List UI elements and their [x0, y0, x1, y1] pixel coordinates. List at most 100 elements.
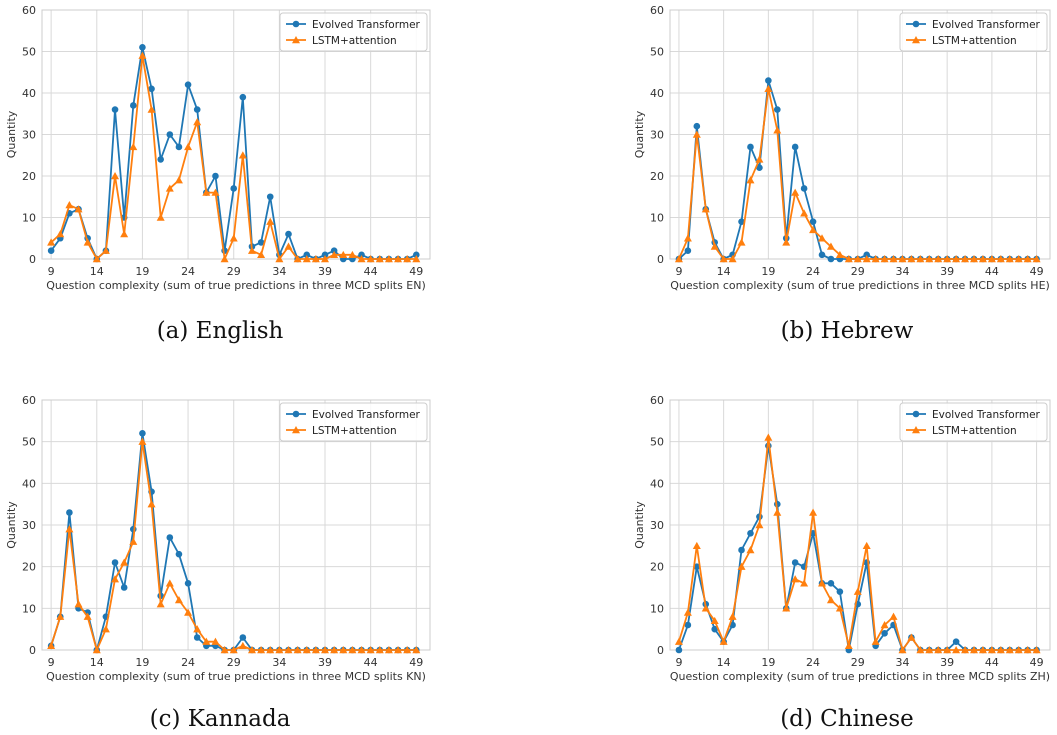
y-tick-label: 20 [22, 561, 36, 574]
data-point [120, 584, 128, 591]
y-tick-label: 0 [29, 644, 36, 657]
data-point [701, 205, 710, 213]
data-point [366, 255, 375, 263]
x-tick-label: 19 [761, 265, 775, 278]
x-tick-label: 44 [364, 265, 378, 278]
data-point [321, 646, 330, 654]
legend: Evolved Transformer LSTM+attention [899, 402, 1048, 442]
y-tick-label: 50 [22, 436, 36, 449]
x-tick-label: 14 [90, 656, 104, 669]
legend-label: LSTM+attention [932, 35, 1017, 47]
data-point [193, 634, 201, 641]
x-tick-label: 19 [761, 656, 775, 669]
legend-box [899, 12, 1048, 52]
data-point [853, 587, 862, 595]
data-point [952, 646, 961, 654]
data-point [952, 255, 961, 263]
data-point [961, 646, 970, 654]
data-point [257, 646, 266, 654]
legend-label: LSTM+attention [312, 35, 397, 47]
data-point [56, 230, 65, 238]
y-tick-label: 40 [22, 477, 36, 490]
data-point [746, 176, 755, 184]
data-point [193, 625, 202, 633]
x-tick-label: 44 [985, 656, 999, 669]
legend: Evolved Transformer LSTM+attention [279, 402, 428, 442]
data-point [101, 246, 110, 254]
data-point [1023, 646, 1032, 654]
data-point [898, 646, 907, 654]
x-tick-label: 24 [181, 265, 195, 278]
x-axis-label: Question complexity (sum of true predict… [670, 670, 1050, 683]
data-point [266, 193, 274, 201]
data-point [74, 600, 83, 608]
data-point [836, 588, 844, 595]
data-point [773, 508, 782, 516]
data-point [755, 155, 764, 163]
data-point [871, 637, 880, 645]
x-tick-label: 9 [48, 656, 55, 669]
legend-label: LSTM+attention [312, 425, 397, 437]
x-tick-label: 34 [895, 265, 909, 278]
data-point [773, 126, 782, 134]
data-point [889, 612, 898, 620]
data-point [738, 218, 745, 225]
data-point [266, 217, 275, 225]
data-point [728, 255, 737, 263]
data-point [202, 637, 211, 645]
x-tick-label: 49 [1030, 265, 1044, 278]
data-point [47, 238, 56, 246]
legend: Evolved Transformer LSTM+attention [279, 12, 428, 52]
data-point [357, 646, 366, 654]
data-point [138, 51, 147, 59]
data-point [675, 646, 683, 654]
data-point [835, 250, 844, 259]
data-point [175, 143, 183, 151]
data-point [384, 255, 393, 263]
data-point [701, 604, 710, 612]
data-point [101, 625, 110, 633]
plot-frame [669, 399, 1051, 651]
data-point [674, 255, 683, 263]
data-point [284, 242, 293, 250]
data-point [853, 255, 862, 263]
data-point [394, 646, 403, 654]
y-tick-label: 50 [650, 46, 664, 59]
data-point [916, 646, 925, 654]
data-point [174, 176, 183, 184]
data-point [683, 234, 692, 242]
data-point [65, 201, 74, 209]
data-point [147, 105, 156, 113]
x-axis-label: Question complexity (sum of true predict… [46, 279, 426, 292]
data-point [674, 637, 683, 645]
data-point [684, 621, 692, 629]
x-tick-label: 24 [806, 265, 820, 278]
y-tick-label: 0 [657, 253, 664, 266]
data-point [719, 637, 728, 645]
x-axis-label: Question complexity (sum of true predict… [46, 670, 426, 683]
legend-label: LSTM+attention [932, 425, 1017, 437]
data-point [782, 604, 791, 612]
data-point [148, 85, 155, 93]
data-point [384, 646, 393, 654]
data-point [710, 242, 719, 250]
caption-c: (c) Kannada [149, 706, 291, 732]
data-point [275, 646, 284, 654]
data-point [863, 251, 871, 259]
y-tick-label: 20 [650, 170, 664, 183]
data-point [1005, 255, 1014, 263]
y-tick-label: 10 [650, 212, 664, 225]
data-point [683, 608, 692, 616]
data-point [257, 239, 265, 246]
data-point [120, 558, 129, 566]
data-point [791, 575, 800, 583]
data-point [129, 537, 138, 545]
data-point [220, 255, 229, 263]
caption-a: (a) English [156, 318, 284, 344]
data-point [765, 77, 772, 84]
data-point [184, 81, 192, 88]
data-point [916, 255, 925, 263]
data-point [311, 646, 320, 654]
data-point [738, 546, 745, 554]
y-tick-label: 30 [650, 519, 664, 532]
